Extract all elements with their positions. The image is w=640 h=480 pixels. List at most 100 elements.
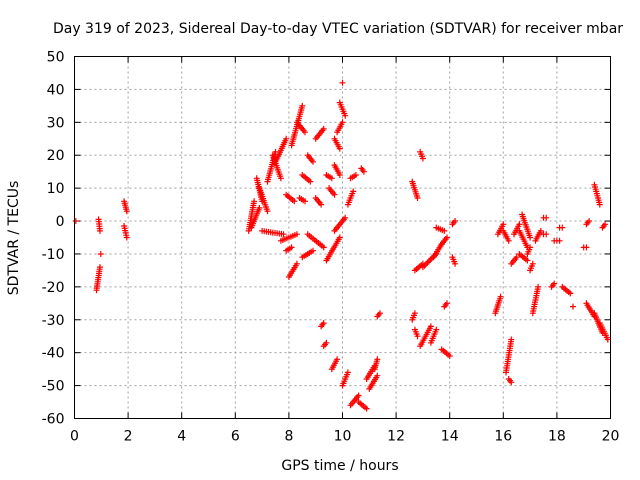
y-tick-label: -50 [42, 379, 65, 395]
data-point [444, 300, 450, 307]
data-point [513, 254, 520, 261]
data-point [336, 172, 343, 178]
data-point [433, 326, 440, 333]
y-tick-label: -40 [42, 346, 65, 362]
x-tick-label: 0 [70, 429, 79, 445]
data-point [446, 353, 453, 359]
data-point [334, 356, 341, 363]
data-point [288, 244, 295, 251]
data-point [323, 339, 330, 346]
data-point [302, 129, 308, 136]
data-point [342, 214, 349, 221]
y-tick-label: 10 [47, 181, 65, 197]
data-point [604, 336, 611, 343]
data-point [559, 224, 566, 231]
axes-ticks: 0 2 4 6 8 10 12 14 16 18 20 -60 -50 -40 -30 -20 -10 0 10 20… [42, 50, 620, 445]
data-point [586, 218, 593, 224]
data-point [336, 145, 343, 152]
data-point [583, 244, 590, 251]
y-tick-label: -30 [42, 313, 65, 329]
data-point [291, 198, 298, 205]
data-point [516, 221, 523, 228]
data-point [570, 303, 576, 310]
data-point [350, 188, 357, 195]
data-point [97, 251, 104, 257]
data-point [293, 231, 300, 238]
data-point [497, 293, 504, 300]
data-point [299, 102, 306, 109]
data-point [567, 290, 574, 297]
y-tick-label: -10 [42, 247, 65, 263]
data-points [72, 79, 611, 412]
data-point [352, 172, 359, 178]
data-point [97, 227, 103, 234]
data-point [602, 221, 609, 228]
plot-frame [74, 56, 611, 419]
y-tick-label: -20 [42, 280, 65, 296]
x-tick-label: 20 [602, 429, 620, 445]
data-point [339, 79, 346, 86]
y-tick-label: 30 [47, 115, 65, 131]
chart-title: Day 319 of 2023, Sidereal Day-to-day VTE… [53, 21, 623, 37]
data-point [374, 372, 381, 379]
data-point [328, 175, 335, 182]
data-point [535, 283, 542, 290]
data-point [251, 198, 258, 205]
data-point [331, 191, 338, 198]
data-point [414, 195, 421, 201]
data-point [377, 310, 383, 317]
x-tick-label: 8 [284, 429, 293, 445]
data-point [280, 231, 287, 238]
data-point [524, 257, 531, 264]
data-point [339, 119, 346, 126]
data-point [320, 320, 327, 327]
data-point [543, 231, 550, 238]
x-tick-label: 16 [494, 429, 512, 445]
data-point [342, 112, 349, 119]
x-tick-label: 2 [124, 429, 133, 445]
data-point [123, 208, 130, 215]
data-point [508, 379, 515, 386]
data-point [551, 280, 558, 287]
y-tick-label: 40 [47, 82, 65, 98]
x-tick-label: 4 [177, 429, 186, 445]
data-point [419, 155, 426, 162]
data-point [344, 369, 351, 376]
data-point [283, 135, 290, 142]
data-point [529, 260, 536, 267]
data-point [556, 237, 563, 244]
data-point [310, 247, 316, 254]
y-tick-label: -60 [42, 412, 65, 428]
data-point [310, 158, 316, 165]
data-point [320, 125, 327, 132]
data-point [320, 244, 327, 251]
data-point [360, 168, 367, 175]
data-point [527, 244, 534, 251]
data-point [500, 221, 507, 228]
data-point [72, 218, 79, 224]
data-point [363, 405, 370, 412]
data-point [336, 234, 343, 241]
data-point [527, 234, 534, 241]
data-point [277, 175, 284, 182]
data-point [123, 234, 130, 241]
data-point [414, 333, 421, 340]
x-tick-label: 18 [548, 429, 566, 445]
data-point [302, 198, 308, 205]
x-tick-label: 10 [334, 429, 352, 445]
y-axis-title: SDTVAR / TECUs [6, 181, 22, 296]
data-point [293, 260, 300, 267]
x-tick-label: 6 [231, 429, 240, 445]
data-point [441, 227, 448, 234]
y-tick-label: 0 [56, 214, 65, 230]
data-point [596, 201, 603, 208]
y-tick-label: 50 [47, 50, 65, 66]
data-point [444, 234, 450, 241]
data-point [537, 227, 544, 234]
data-point [411, 310, 418, 317]
data-point [355, 392, 362, 399]
data-point [427, 323, 434, 330]
data-point [543, 214, 550, 221]
data-point [452, 218, 459, 224]
